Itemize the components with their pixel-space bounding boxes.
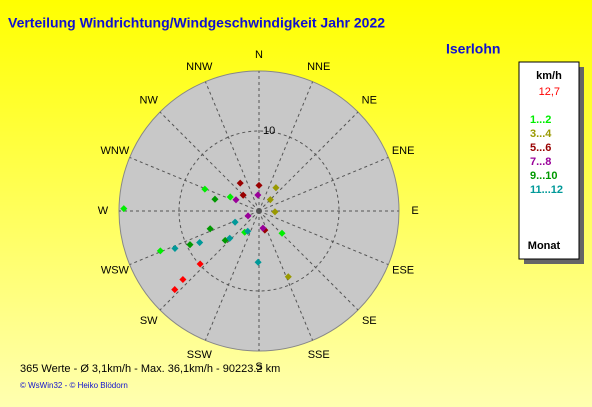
wind-point <box>244 227 252 235</box>
ring <box>178 130 340 292</box>
wind-point <box>284 273 292 281</box>
chart-title: Verteilung Windrichtung/Windgeschwindigk… <box>8 15 385 31</box>
direction-label: SSW <box>187 349 213 361</box>
spoke <box>159 111 260 212</box>
direction-label: WNW <box>101 145 130 157</box>
r-tick-label: 10 <box>263 125 275 137</box>
legend-entry: 12,7 <box>539 86 560 98</box>
wind-point <box>259 224 267 232</box>
wind-point <box>239 191 247 199</box>
wind-point <box>231 218 239 226</box>
direction-label: NNW <box>186 61 213 73</box>
wind-point <box>171 244 179 252</box>
spoke <box>258 210 359 311</box>
wind-point <box>186 241 194 249</box>
spoke <box>258 210 389 266</box>
wind-point <box>255 181 263 189</box>
wind-point <box>271 208 279 216</box>
wind-point <box>201 185 209 193</box>
direction-label: W <box>98 205 109 217</box>
direction-label: NW <box>140 95 159 107</box>
legend-entry: 7...8 <box>530 156 551 168</box>
wind-point <box>266 196 274 204</box>
wind-point <box>179 275 187 284</box>
spoke <box>204 81 260 212</box>
wind-point <box>120 205 128 213</box>
credits: © WsWin32 - © Heiko Blödorn <box>20 381 128 390</box>
spoke <box>258 111 359 212</box>
footer: 365 Werte - Ø 3,1km/h - Max. 36,1km/h - … <box>20 363 280 375</box>
direction-label: ENE <box>392 145 415 157</box>
wind-point <box>171 286 179 294</box>
legend-box <box>518 61 580 260</box>
direction-label: E <box>411 205 418 217</box>
wind-point <box>156 247 164 255</box>
wind-point <box>226 234 234 242</box>
legend-title: km/h <box>536 70 562 82</box>
direction-label: N <box>255 49 263 61</box>
wind-point <box>211 195 219 203</box>
spoke <box>258 81 314 212</box>
spoke <box>129 156 260 212</box>
direction-label: NNE <box>307 61 330 73</box>
direction-label: S <box>255 361 262 373</box>
direction-label: SE <box>362 315 377 327</box>
spoke <box>204 210 260 341</box>
spoke <box>258 156 389 212</box>
wind-point <box>206 225 214 233</box>
spoke <box>258 210 314 341</box>
wind-point <box>244 212 252 220</box>
direction-label: SW <box>140 315 158 327</box>
direction-label: SSE <box>308 349 330 361</box>
spoke <box>129 210 260 266</box>
wind-point <box>226 193 234 201</box>
location: Iserlohn <box>446 41 500 57</box>
spoke <box>159 210 260 311</box>
legend-entry: 9...10 <box>530 170 558 182</box>
legend-entry: 11...12 <box>530 184 563 196</box>
wind-point <box>196 260 204 268</box>
wind-point <box>272 184 280 192</box>
direction-label: ESE <box>392 265 414 277</box>
legend-entry: 5...6 <box>530 142 551 154</box>
wind-point <box>278 229 286 237</box>
legend-entry: 1...2 <box>530 114 551 126</box>
wind-point <box>236 179 244 187</box>
wind-point <box>196 239 204 247</box>
wind-point <box>232 196 240 204</box>
direction-label: WSW <box>101 265 130 277</box>
direction-label: NE <box>362 95 377 107</box>
legend-footer: Monat <box>528 240 561 252</box>
legend-entry: 3...4 <box>530 128 552 140</box>
